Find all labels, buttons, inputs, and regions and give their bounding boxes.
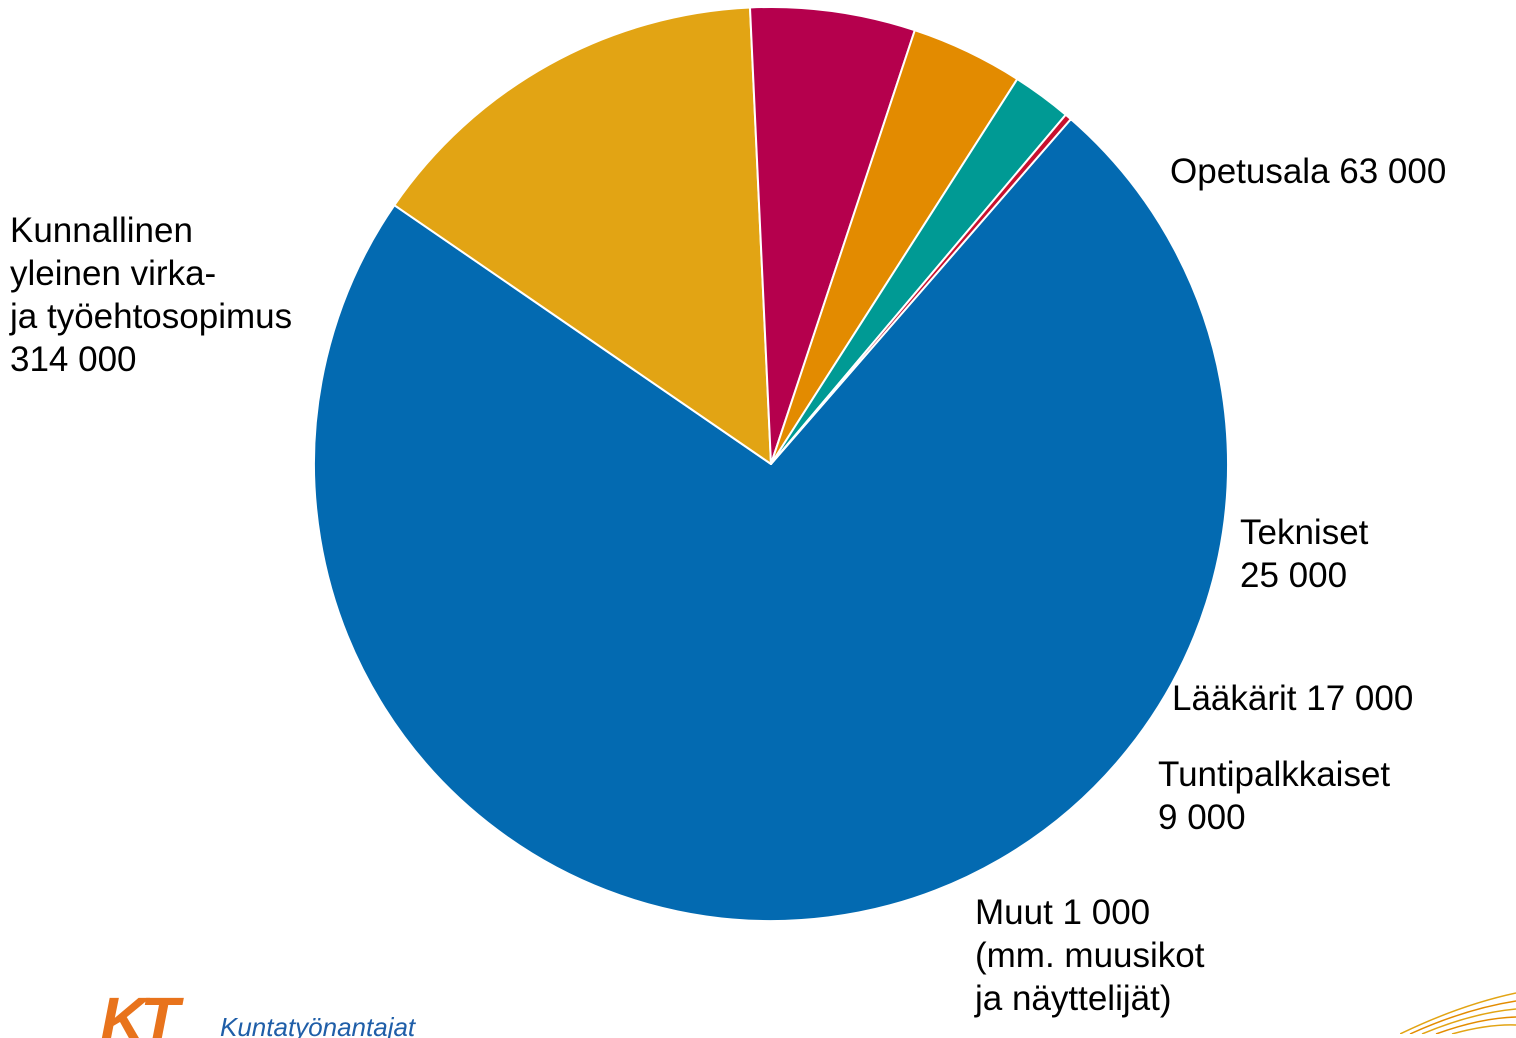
slice-label-opetusala: Opetusala 63 000 [1170,152,1447,191]
slice-label-kunnallinen: Kunnallinen yleinen virka- ja työehtosop… [10,211,293,379]
decorative-swoosh-icon [1400,992,1516,1034]
slice-label-tekniset: Tekniset 25 000 [1240,513,1369,595]
slice-label-muut: Muut 1 000 (mm. muusikot ja näyttelijät) [975,893,1205,1018]
logo-mark: KT [100,988,179,1038]
kt-logo: KT Kuntatyönantajat [100,988,520,1038]
slice-label-tuntipalkkaiset: Tuntipalkkaiset 9 000 [1158,755,1391,837]
logo-text: Kuntatyönantajat [220,1012,416,1038]
pie-slice-muut [770,113,1072,465]
slice-label-laakarit: Lääkärit 17 000 [1172,679,1414,718]
pie-slice-tekniset [748,6,916,465]
pie-slice-opetusala [393,6,772,465]
pie-slice-kunnallinen [313,118,1230,922]
